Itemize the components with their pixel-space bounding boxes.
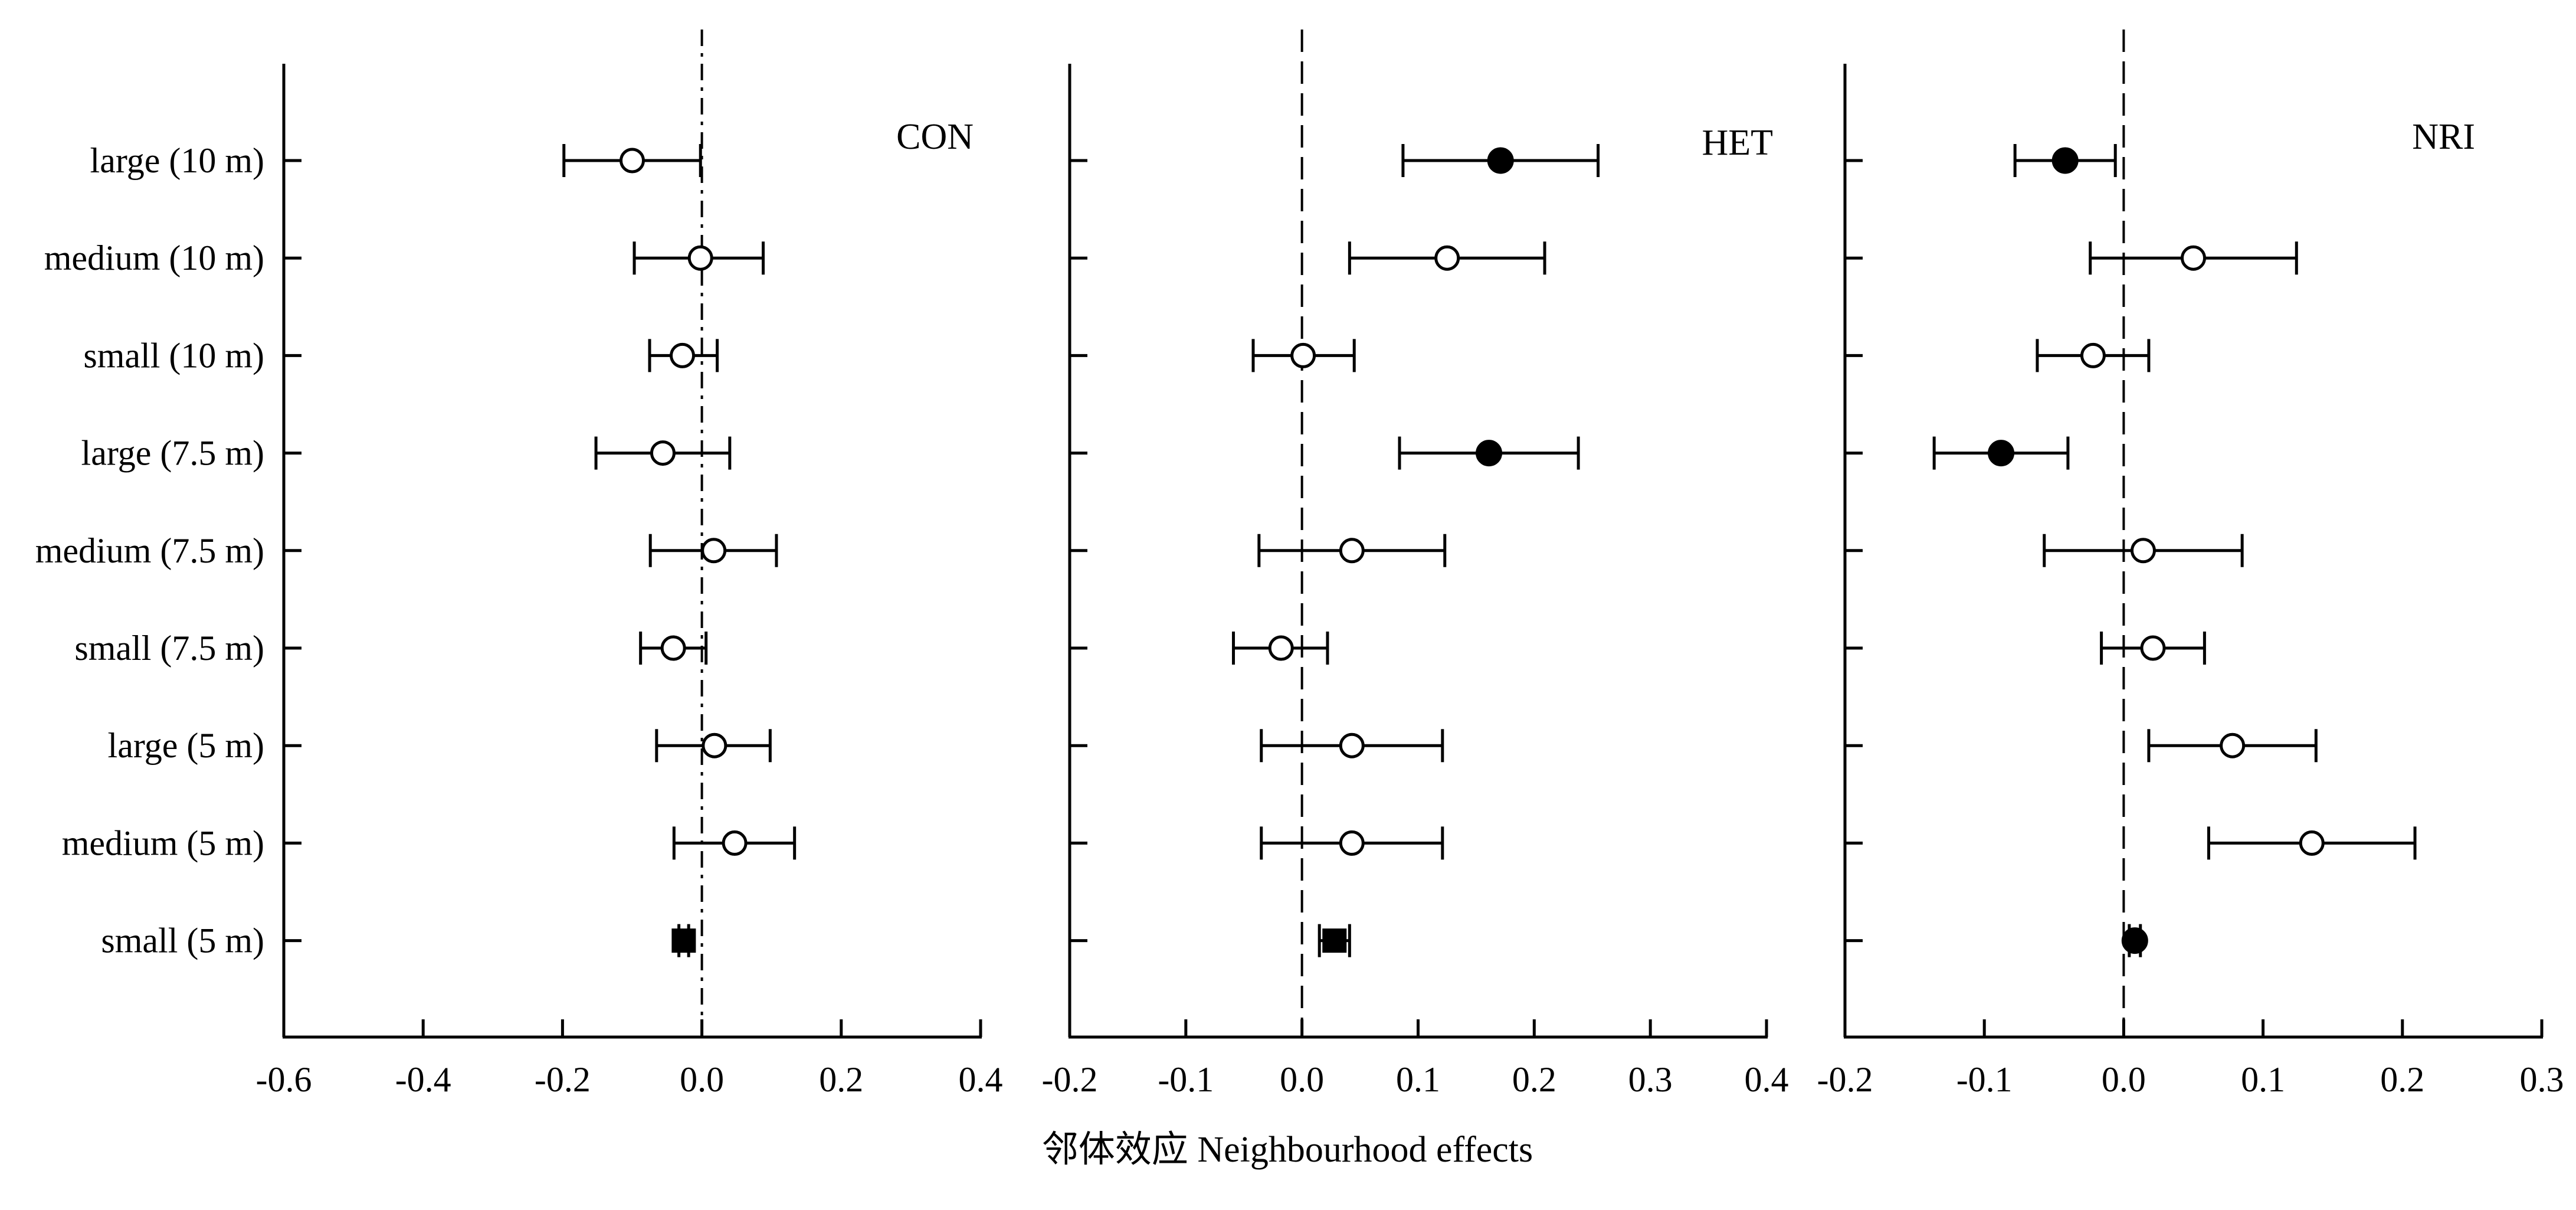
x-tick-label: -0.2 bbox=[1817, 1060, 1873, 1099]
x-tick-label: 0.0 bbox=[1280, 1060, 1324, 1099]
point-estimate-marker bbox=[702, 732, 727, 758]
point-estimate-marker bbox=[1339, 830, 1365, 856]
point-estimate-marker bbox=[701, 538, 727, 564]
point-estimate-marker bbox=[2220, 732, 2246, 758]
category-label: small (10 m) bbox=[83, 336, 264, 375]
point-estimate-marker bbox=[1339, 732, 1365, 758]
x-tick-label: 0.2 bbox=[1512, 1060, 1556, 1099]
category-label: large (10 m) bbox=[90, 141, 264, 180]
x-axis-title: 邻体效应 Neighbourhood effects bbox=[1042, 1130, 1533, 1170]
x-tick-label: -0.1 bbox=[1956, 1060, 2013, 1099]
point-estimate-marker bbox=[670, 342, 696, 368]
x-tick-label: 0.2 bbox=[819, 1060, 863, 1099]
x-tick-label: 0.0 bbox=[2102, 1060, 2146, 1099]
point-estimate-marker bbox=[1290, 342, 1316, 368]
point-estimate-marker bbox=[687, 245, 713, 271]
category-label: small (7.5 m) bbox=[74, 629, 264, 668]
point-estimate-marker bbox=[2299, 830, 2325, 856]
x-tick-label: 0.1 bbox=[1396, 1060, 1440, 1099]
x-tick-label: 0.3 bbox=[1628, 1060, 1673, 1099]
x-tick-label: 0.3 bbox=[2520, 1060, 2564, 1099]
point-estimate-marker bbox=[722, 830, 748, 856]
point-estimate-marker bbox=[2130, 538, 2156, 564]
point-estimate-marker bbox=[1434, 245, 1460, 271]
point-estimate-marker bbox=[1268, 635, 1294, 661]
point-estimate-marker bbox=[660, 635, 686, 661]
point-estimate-marker bbox=[1988, 440, 2015, 467]
x-tick-label: -0.6 bbox=[256, 1060, 312, 1099]
x-tick-label: -0.2 bbox=[1042, 1060, 1098, 1099]
x-tick-label: -0.2 bbox=[535, 1060, 591, 1099]
point-estimate-marker bbox=[1476, 440, 1503, 467]
point-estimate-marker bbox=[2140, 635, 2166, 661]
category-label: large (5 m) bbox=[108, 726, 264, 765]
point-estimate-marker bbox=[2080, 342, 2106, 368]
x-tick-label: 0.1 bbox=[2241, 1060, 2285, 1099]
x-tick-label: 0.0 bbox=[680, 1060, 724, 1099]
point-estimate-marker bbox=[650, 440, 676, 466]
point-estimate-marker bbox=[2121, 927, 2148, 954]
panel-label-nri: NRI bbox=[2412, 117, 2475, 157]
category-label: small (5 m) bbox=[101, 921, 264, 960]
point-estimate-marker bbox=[671, 928, 696, 953]
x-tick-label: -0.4 bbox=[395, 1060, 451, 1099]
x-tick-label: 0.4 bbox=[959, 1060, 1003, 1099]
category-label: large (7.5 m) bbox=[81, 434, 264, 473]
point-estimate-marker bbox=[2181, 245, 2206, 271]
x-tick-label: -0.1 bbox=[1158, 1060, 1214, 1099]
category-label: medium (5 m) bbox=[62, 823, 264, 862]
x-tick-label: 0.2 bbox=[2380, 1060, 2424, 1099]
point-estimate-marker bbox=[2051, 147, 2079, 174]
panel-label-con: CON bbox=[896, 117, 974, 157]
panel-label-het: HET bbox=[1702, 123, 1773, 163]
category-label: medium (10 m) bbox=[44, 238, 264, 277]
point-estimate-marker bbox=[1487, 147, 1514, 174]
point-estimate-marker bbox=[1339, 538, 1365, 564]
category-label: medium (7.5 m) bbox=[35, 531, 264, 570]
point-estimate-marker bbox=[1322, 928, 1347, 953]
point-estimate-marker bbox=[620, 148, 645, 174]
x-tick-label: 0.4 bbox=[1745, 1060, 1789, 1099]
